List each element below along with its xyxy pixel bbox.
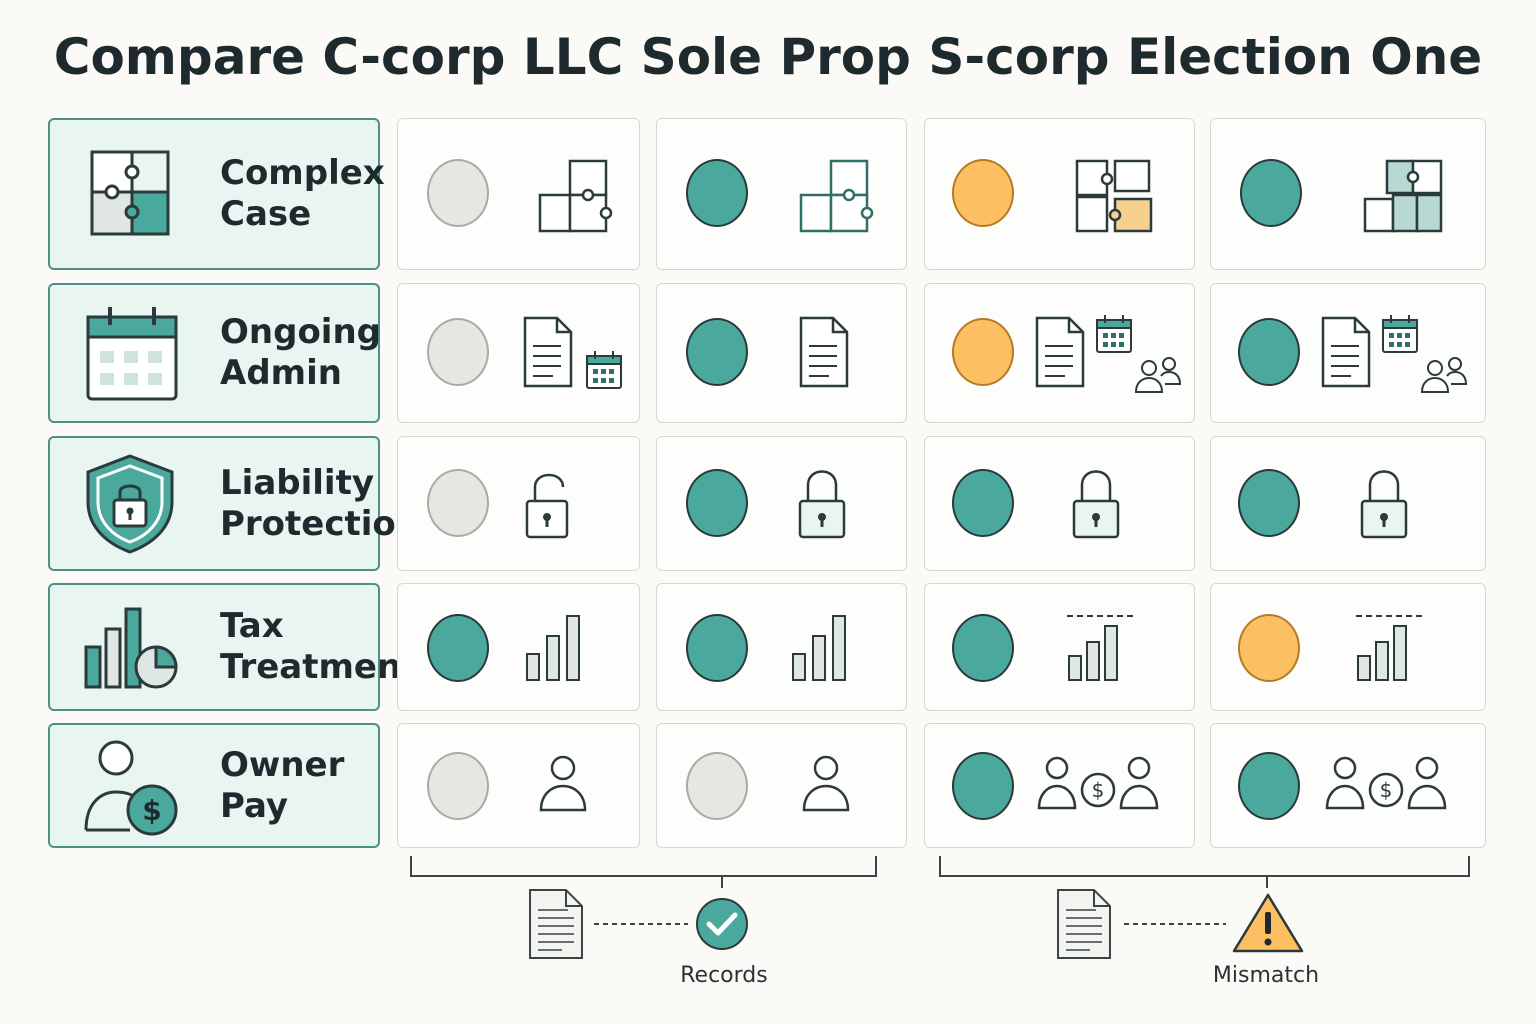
cell-complex-case-col4 (1210, 118, 1486, 270)
level-indicator (427, 318, 489, 386)
cell-ongoing-admin-col3 (924, 283, 1195, 423)
cell-owner-pay-col1 (397, 723, 640, 848)
puzzle-icon (1363, 159, 1443, 233)
document-icon (529, 889, 583, 959)
level-indicator (1238, 752, 1300, 820)
document-icon (1035, 316, 1085, 388)
cell-tax-treatment-col2 (656, 583, 907, 711)
level-indicator (686, 752, 748, 820)
cell-tax-treatment-col1 (397, 583, 640, 711)
calendar-icon (1382, 315, 1418, 353)
person-icon (539, 755, 587, 812)
left-bracket (410, 856, 877, 877)
cell-tax-treatment-col3 (924, 583, 1195, 711)
level-indicator (686, 469, 748, 537)
owner-pay-icon: $ (1325, 756, 1447, 810)
lock-icon (1072, 470, 1120, 539)
cell-ongoing-admin-col4 (1210, 283, 1486, 423)
row-label-line2: Case (220, 194, 312, 234)
level-indicator (427, 614, 489, 682)
level-indicator (686, 159, 748, 227)
row-label-ongoing-admin: Ongoing Admin (48, 283, 382, 423)
check-icon (696, 898, 748, 950)
row-label-line1: Tax (220, 606, 284, 646)
cell-owner-pay-col3: $ (924, 723, 1195, 848)
cell-ongoing-admin-col1 (397, 283, 640, 423)
level-indicator (952, 752, 1014, 820)
row-label-owner-pay: $ Owner Pay (48, 723, 380, 848)
level-indicator (952, 318, 1014, 386)
chart-icon (84, 607, 178, 689)
warning-icon (1232, 893, 1304, 953)
level-indicator (952, 159, 1014, 227)
row-label-tax-treatment: Tax Treatment (48, 583, 417, 711)
level-indicator (427, 469, 489, 537)
row-label-line1: Complex (220, 153, 385, 193)
row-label-line1: Owner (220, 744, 345, 785)
row-label-line1: Ongoing (220, 312, 382, 352)
shield-lock-icon (86, 453, 174, 554)
lock-icon (798, 470, 846, 539)
mismatch-label: Mismatch (1212, 963, 1320, 988)
cell-owner-pay-col2 (656, 723, 907, 848)
level-indicator (1238, 318, 1300, 386)
level-indicator (952, 469, 1014, 537)
row-label-line2: Pay (220, 785, 289, 826)
document-icon (1057, 889, 1111, 959)
puzzle-icon (90, 150, 170, 236)
people-icon (1134, 357, 1182, 393)
level-indicator (686, 318, 748, 386)
cell-owner-pay-col4: $ (1210, 723, 1486, 848)
puzzle-icon (799, 159, 874, 233)
cell-tax-treatment-col4 (1210, 583, 1486, 711)
owner-pay-icon: $ (1037, 756, 1159, 810)
document-icon (1321, 316, 1371, 388)
right-bracket (939, 856, 1470, 877)
level-indicator (1238, 614, 1300, 682)
calendar-icon (586, 351, 622, 389)
svg-text:$: $ (1380, 778, 1393, 802)
page-title: Compare C-corp LLC Sole Prop S-corp Elec… (53, 28, 1483, 86)
svg-text:$: $ (1092, 778, 1105, 802)
cell-ongoing-admin-col2 (656, 283, 907, 423)
cell-complex-case-col1 (397, 118, 640, 270)
level-indicator (1238, 469, 1300, 537)
row-label-line1: Liability (220, 462, 374, 503)
cell-liability-protection-col3 (924, 436, 1195, 571)
cell-complex-case-col2 (656, 118, 907, 270)
cell-complex-case-col3 (924, 118, 1195, 270)
unlock-icon (525, 473, 569, 539)
bar-chart-icon (1356, 615, 1426, 681)
puzzle-icon (538, 159, 613, 233)
calendar-icon (86, 307, 178, 401)
records-label: Records (680, 963, 768, 988)
cell-liability-protection-col4 (1210, 436, 1486, 571)
level-indicator (952, 614, 1014, 682)
puzzle-icon (1075, 159, 1153, 233)
bar-chart-icon (526, 615, 580, 681)
lock-icon (1360, 470, 1408, 539)
row-label-line2: Admin (220, 353, 342, 393)
cell-liability-protection-col1 (397, 436, 640, 571)
document-icon (799, 316, 849, 388)
svg-text:$: $ (142, 794, 161, 827)
level-indicator (686, 614, 748, 682)
owner-pay-icon: $ (84, 740, 178, 835)
level-indicator (1240, 159, 1302, 227)
bar-chart-icon (792, 615, 846, 681)
bar-chart-icon (1067, 615, 1137, 681)
people-icon (1420, 357, 1468, 393)
document-icon (523, 316, 573, 388)
calendar-icon (1096, 315, 1132, 353)
cell-liability-protection-col2 (656, 436, 907, 571)
row-label-complex-case: Complex Case (48, 118, 385, 270)
level-indicator (427, 752, 489, 820)
person-icon (802, 755, 850, 812)
level-indicator (427, 159, 489, 227)
